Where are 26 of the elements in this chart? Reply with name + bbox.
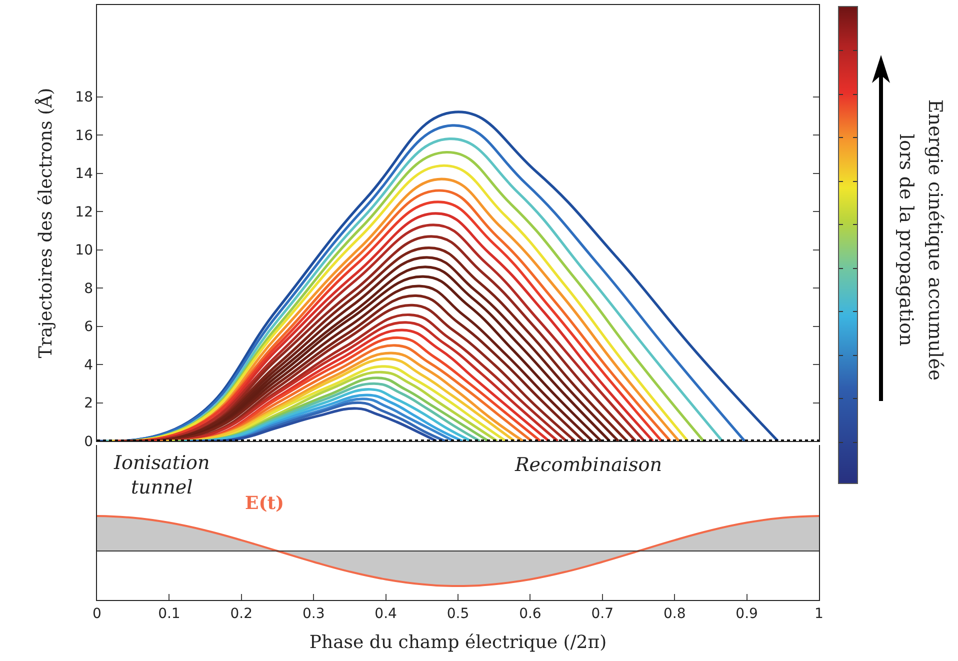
y-tick-label: 0 — [84, 434, 93, 450]
x-tick-label: 0.4 — [374, 606, 398, 622]
y-tick-label: 8 — [84, 280, 93, 297]
y-tick-label: 10 — [75, 242, 93, 259]
y-axis-title: Trajectoires des électrons (Å) — [34, 88, 56, 358]
y-tick-label: 4 — [84, 357, 94, 374]
x-tick-label: 1 — [814, 606, 824, 622]
x-axis-title: Phase du champ électrique (/2π) — [309, 632, 607, 653]
x-tick-label: 0.2 — [230, 606, 253, 622]
x-tick-label: 0.9 — [736, 606, 758, 622]
color-bar-title: Energie cinétique accumulée lors de la propagation — [894, 99, 947, 381]
x-tick-label: 0.6 — [519, 606, 542, 622]
x-tick-label: 0.5 — [446, 606, 470, 622]
text: Ionisation tunnel — [113, 452, 210, 499]
x-tick-label: 0.1 — [158, 606, 180, 622]
y-tick-label: 6 — [84, 319, 94, 336]
series-label: E(t) — [245, 493, 284, 514]
x-tick-label: 0.3 — [302, 606, 325, 622]
y-tick-label: 18 — [75, 90, 93, 106]
y-tick-label: 2 — [84, 396, 93, 412]
y-tick-label: 16 — [75, 128, 94, 144]
y-tick-label: 12 — [75, 204, 93, 220]
x-tick-label: 0.8 — [663, 606, 686, 622]
text: Recombinaison — [514, 454, 662, 476]
x-tick-label: 0.7 — [591, 606, 614, 622]
y-tick-label: 14 — [75, 166, 94, 182]
